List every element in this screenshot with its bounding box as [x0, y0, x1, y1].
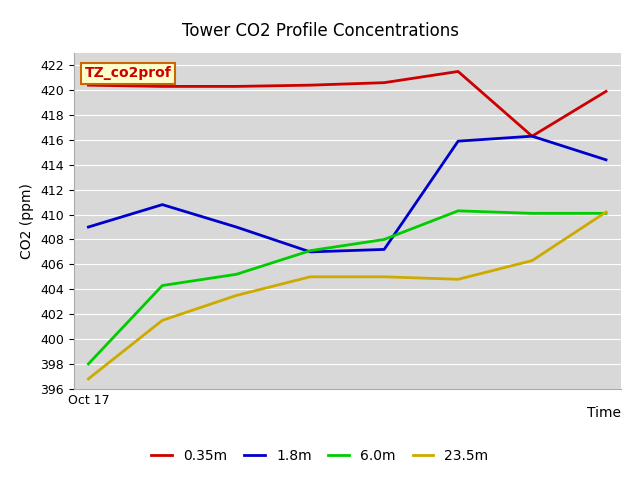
Text: TZ_co2prof: TZ_co2prof	[84, 66, 172, 80]
Text: Tower CO2 Profile Concentrations: Tower CO2 Profile Concentrations	[182, 22, 458, 40]
Y-axis label: CO2 (ppm): CO2 (ppm)	[20, 183, 35, 259]
Legend: 0.35m, 1.8m, 6.0m, 23.5m: 0.35m, 1.8m, 6.0m, 23.5m	[146, 443, 494, 468]
Text: Time: Time	[587, 406, 621, 420]
